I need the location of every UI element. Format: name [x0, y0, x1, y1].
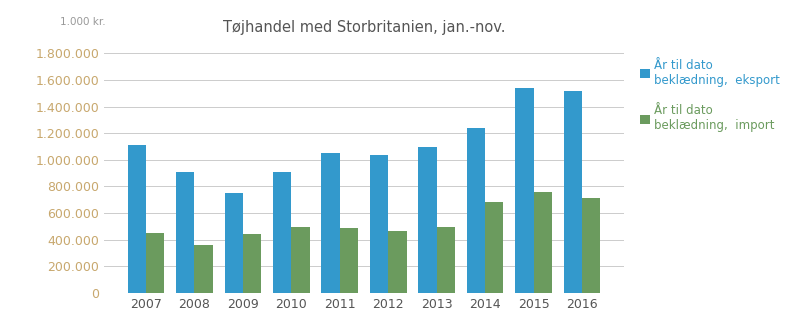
Bar: [534, 192, 552, 293]
Bar: [176, 172, 194, 293]
Bar: [194, 245, 213, 293]
Bar: [243, 234, 262, 293]
Bar: [418, 147, 437, 293]
Bar: [563, 91, 582, 293]
Bar: [273, 172, 291, 293]
Bar: [340, 228, 358, 293]
Bar: [437, 227, 455, 293]
Bar: [370, 155, 388, 293]
Bar: [322, 153, 340, 293]
Bar: [388, 231, 406, 293]
Text: 1.000 kr.: 1.000 kr.: [60, 17, 106, 27]
Bar: [466, 128, 485, 293]
Title: Tøjhandel med Storbritanien, jan.-nov.: Tøjhandel med Storbritanien, jan.-nov.: [222, 20, 506, 35]
Bar: [291, 227, 310, 293]
Bar: [225, 193, 243, 293]
Bar: [146, 233, 165, 293]
Legend: År til dato
beklædning,  eksport, År til dato
beklædning,  import: År til dato beklædning, eksport, År til …: [640, 59, 780, 132]
Bar: [128, 145, 146, 293]
Bar: [485, 202, 503, 293]
Bar: [515, 88, 534, 293]
Bar: [582, 198, 600, 293]
